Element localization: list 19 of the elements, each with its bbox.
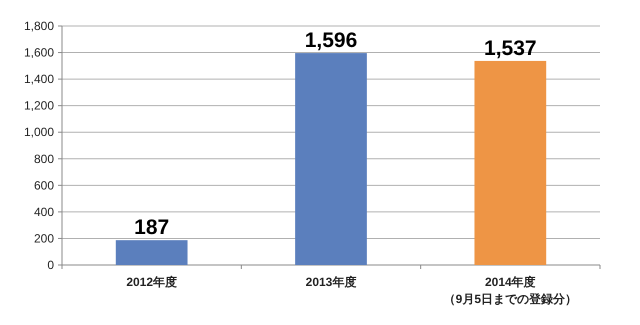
y-tick-label: 1,000	[24, 125, 54, 140]
x-tick-label: 2013年度	[306, 275, 356, 289]
data-label: 187	[134, 216, 170, 240]
data-label: 1,596	[304, 29, 358, 52]
y-tick-label: 1,200	[24, 98, 54, 113]
bar	[116, 240, 188, 265]
y-tick-label: 0	[47, 258, 54, 272]
y-tick-label: 1,800	[24, 19, 54, 33]
y-tick-label: 800	[34, 152, 54, 166]
y-tick-label: 200	[34, 231, 54, 246]
x-tick-label: 2014年度（9月5日までの登録分）	[444, 275, 578, 306]
bar	[474, 60, 546, 265]
x-tick-label: 2012年度	[126, 275, 178, 289]
bar	[295, 53, 367, 265]
data-label: 1,537	[484, 36, 537, 60]
y-tick-label: 1,400	[24, 72, 54, 86]
y-tick-label: 1,600	[24, 46, 54, 60]
y-tick-label: 400	[34, 204, 54, 219]
y-tick-label: 600	[34, 178, 54, 192]
